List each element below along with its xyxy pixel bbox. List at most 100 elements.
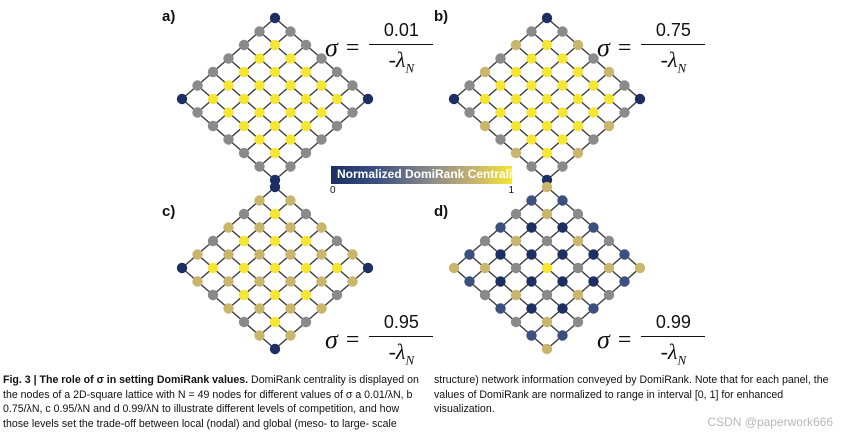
lattice-node (269, 289, 281, 301)
lattice-node (285, 26, 296, 37)
fraction: 0.01 -λN (369, 20, 434, 77)
lattice-node (526, 26, 537, 37)
lattice-node (254, 161, 265, 172)
lattice-node (541, 181, 553, 193)
lattice-node (526, 107, 537, 118)
lattice-node (634, 93, 646, 105)
lattice-node (254, 80, 265, 91)
lattice-node (541, 39, 553, 51)
lattice-node (238, 147, 250, 159)
numerator: 0.01 (383, 20, 419, 40)
lattice-node (541, 66, 553, 78)
lattice-node (588, 276, 599, 287)
lattice-node (269, 262, 281, 274)
lattice-node (254, 134, 265, 145)
lattice-node (254, 222, 265, 233)
lattice-node (316, 134, 327, 145)
lattice-node (526, 53, 537, 64)
lattice-node (269, 66, 281, 78)
lattice-node (223, 134, 234, 145)
lattice-node (285, 53, 296, 64)
lattice-node (207, 235, 219, 247)
lattice-node (316, 107, 327, 118)
lattice-node (238, 316, 250, 328)
lattice-node (479, 235, 491, 247)
lattice-node (300, 39, 312, 51)
lattice-node (603, 289, 615, 301)
caption-left-text: DomiRank centrality is displayed on the … (3, 374, 419, 430)
lattice-node (541, 12, 553, 24)
sigma-symbol: σ (325, 33, 338, 63)
lattice-node (300, 147, 312, 159)
lattice-node (223, 276, 234, 287)
lattice-node (510, 66, 522, 78)
lattice-node (207, 262, 219, 274)
lattice-node (254, 26, 265, 37)
lattice-node (572, 316, 584, 328)
lattice-node (285, 249, 296, 260)
lattice-node (526, 276, 537, 287)
equals-sign: = (617, 34, 632, 61)
lattice-node (541, 208, 553, 220)
lattice-node (495, 276, 506, 287)
lattice-b (448, 12, 646, 186)
lattice-node (269, 208, 281, 220)
lattice-node (269, 120, 281, 132)
lattice-node (464, 276, 475, 287)
lattice-node (588, 53, 599, 64)
lattice-node (300, 66, 312, 78)
lattice-node (238, 289, 250, 301)
lattice-node (192, 107, 203, 118)
lattice-node (557, 134, 568, 145)
lattice-node (510, 147, 522, 159)
lattice-node (572, 120, 584, 132)
lattice-node (557, 249, 568, 260)
lattice-node (588, 303, 599, 314)
fraction: 0.95 -λN (369, 312, 434, 369)
lattice-node (254, 276, 265, 287)
lattice-node (347, 276, 358, 287)
lattice-node (316, 53, 327, 64)
lattice-node (300, 289, 312, 301)
lattice-node (619, 276, 630, 287)
lattice-node (254, 303, 265, 314)
lattice-node (285, 161, 296, 172)
lattice-node (285, 303, 296, 314)
fraction: 0.99 -λN (641, 312, 706, 369)
lattice-node (619, 249, 630, 260)
lattice-node (541, 343, 553, 355)
sigma-symbol: σ (597, 33, 610, 63)
lattice-node (223, 249, 234, 260)
lattice-node (300, 93, 312, 105)
panel-d-label: d) (434, 203, 449, 220)
lattice-node (254, 53, 265, 64)
lattice-node (541, 316, 553, 328)
lattice-node (541, 93, 553, 105)
watermark: CSDN @paperwork666 (707, 415, 833, 429)
lattice-node (495, 53, 506, 64)
equals-sign: = (345, 34, 360, 61)
lattice-node (619, 80, 630, 91)
lattice-node (510, 39, 522, 51)
lattice-node (572, 208, 584, 220)
lattice-node (269, 39, 281, 51)
lattice-node (285, 134, 296, 145)
lattice-node (526, 222, 537, 233)
lattice-node (557, 26, 568, 37)
lattice-node (526, 303, 537, 314)
lattice-node (207, 289, 219, 301)
lattice-node (316, 80, 327, 91)
lattice-node (510, 289, 522, 301)
lattice-node (347, 249, 358, 260)
denominator: -λN (388, 339, 415, 368)
sigma-symbol: σ (597, 325, 610, 355)
numerator: 0.95 (383, 312, 419, 332)
lattice-node (557, 303, 568, 314)
numerator: 0.75 (655, 20, 691, 40)
lattice-node (238, 235, 250, 247)
lattice-node (572, 289, 584, 301)
lattice-node (331, 235, 343, 247)
lattice-node (526, 80, 537, 91)
figure-label: Fig. 3 | The role of σ in setting DomiRa… (3, 374, 249, 386)
lattice-node (207, 66, 219, 78)
